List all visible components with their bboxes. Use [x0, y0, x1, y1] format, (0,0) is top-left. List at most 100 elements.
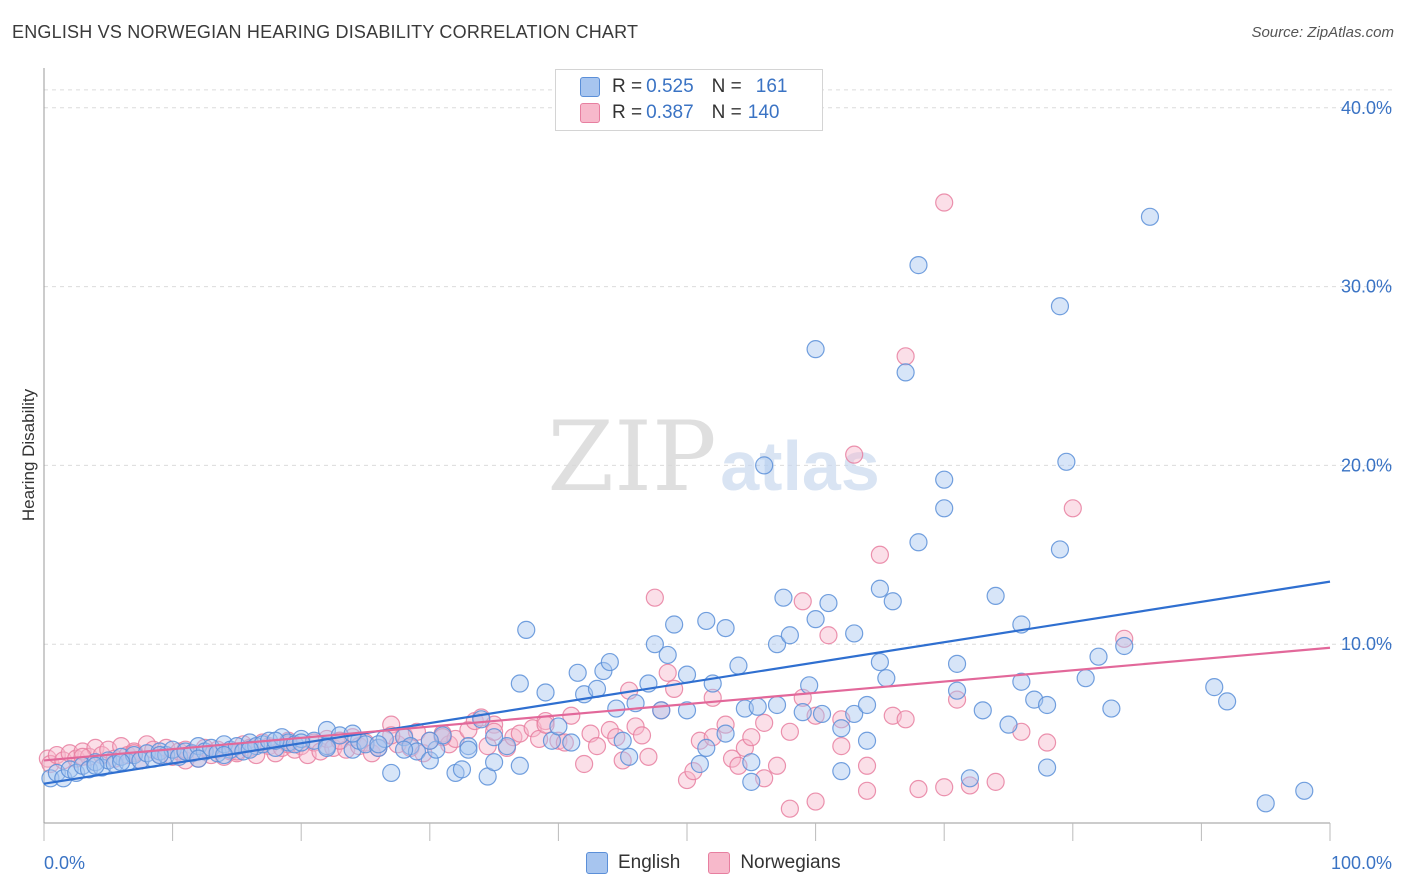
series-legend-english[interactable]: English [586, 852, 680, 874]
point-english [1037, 695, 1057, 715]
point-english [806, 340, 825, 359]
legend-n-value: 161 [755, 76, 788, 97]
legend-row-norwegians: R = 0.387 N = 140 [580, 100, 779, 126]
point-english [452, 760, 472, 779]
point-norwegians [684, 762, 703, 781]
point-english [716, 724, 735, 743]
point-english [845, 704, 864, 724]
source-label: Source: ZipAtlas.com [1251, 24, 1394, 41]
point-english [658, 645, 677, 665]
point-norwegians [793, 592, 812, 611]
point-norwegians [485, 722, 504, 741]
series-legend-swatch-english [586, 852, 608, 874]
point-norwegians [870, 545, 890, 564]
point-norwegians [832, 737, 851, 756]
point-english [517, 620, 536, 639]
point-english [1115, 636, 1134, 656]
point-english [600, 652, 619, 672]
point-english [510, 674, 529, 693]
point-norwegians [845, 445, 864, 464]
point-english [677, 701, 697, 720]
point-norwegians [575, 754, 594, 774]
point-norwegians [677, 770, 697, 790]
point-english [1050, 540, 1070, 559]
point-english [549, 717, 568, 736]
series-legend-norwegians[interactable]: Norwegians [708, 852, 841, 874]
y-tick-label: 20.0% [1341, 455, 1392, 475]
point-english [420, 751, 439, 770]
point-english [697, 738, 716, 758]
point-english [620, 747, 639, 766]
point-english [1256, 794, 1275, 813]
series-legend-label-norwegians: Norwegians [740, 852, 841, 873]
point-norwegians [459, 720, 478, 740]
point-english [845, 624, 864, 643]
point-english [536, 683, 555, 702]
legend-swatch-norwegians [580, 103, 600, 123]
point-english [1037, 758, 1057, 777]
x-tick-label: 100.0% [1331, 853, 1392, 873]
legend-r-value: 0.387 [646, 102, 694, 123]
point-norwegians [626, 717, 645, 736]
legend-n-label: N = [711, 76, 742, 97]
point-english [394, 740, 414, 759]
point-norwegians [896, 347, 915, 366]
point-english [382, 763, 401, 783]
point-english [877, 669, 896, 688]
point-english [317, 738, 337, 758]
point-english [986, 586, 1005, 606]
point-norwegians [767, 756, 787, 775]
point-norwegians [857, 756, 877, 775]
point-english [793, 703, 812, 722]
point-english [697, 611, 716, 631]
point-english [1089, 647, 1108, 666]
point-english [716, 618, 735, 638]
point-norwegians [780, 799, 799, 818]
trend-lines [43, 580, 1331, 785]
point-english [497, 737, 517, 756]
point-norwegians [742, 728, 761, 747]
point-norwegians [587, 737, 607, 756]
point-english [935, 470, 954, 489]
point-english [665, 615, 684, 634]
trend-line-english [43, 580, 1331, 785]
legend-r-value: 0.525 [646, 76, 694, 97]
point-norwegians [1115, 629, 1134, 648]
point-english [999, 715, 1018, 734]
point-english [1012, 672, 1031, 691]
point-norwegians [1037, 733, 1057, 752]
point-english [870, 579, 890, 598]
point-english [812, 704, 832, 724]
legend-n-value: 140 [747, 102, 780, 123]
legend-row-english: R = 0.525 N = 161 [580, 74, 787, 100]
point-english [112, 753, 131, 772]
point-norwegians [780, 722, 799, 741]
point-english [755, 456, 774, 475]
point-norwegians [960, 776, 980, 795]
point-norwegians [658, 663, 677, 682]
point-english [1140, 207, 1160, 226]
legend: R = 0.525 N = 161 R = 0.387 N = 140 [555, 69, 823, 131]
point-english [947, 654, 967, 673]
point-norwegians [935, 193, 954, 212]
y-tick-label: 30.0% [1341, 277, 1392, 297]
point-norwegians [986, 772, 1005, 791]
watermark-zip: ZIP [547, 401, 716, 513]
point-english [857, 695, 877, 715]
point-english [459, 740, 478, 759]
point-english [485, 728, 504, 747]
point-english [748, 697, 767, 716]
point-english [420, 731, 439, 750]
point-english [86, 756, 105, 775]
series-legend: English Norwegians [586, 852, 869, 874]
point-english [607, 699, 626, 718]
point-english [1205, 678, 1224, 697]
point-english [562, 733, 581, 752]
point-english [960, 769, 980, 788]
point-english [774, 588, 793, 607]
point-english [645, 635, 664, 654]
point-english [883, 592, 902, 611]
point-norwegians [639, 747, 658, 766]
legend-r-label: R = [612, 76, 643, 97]
